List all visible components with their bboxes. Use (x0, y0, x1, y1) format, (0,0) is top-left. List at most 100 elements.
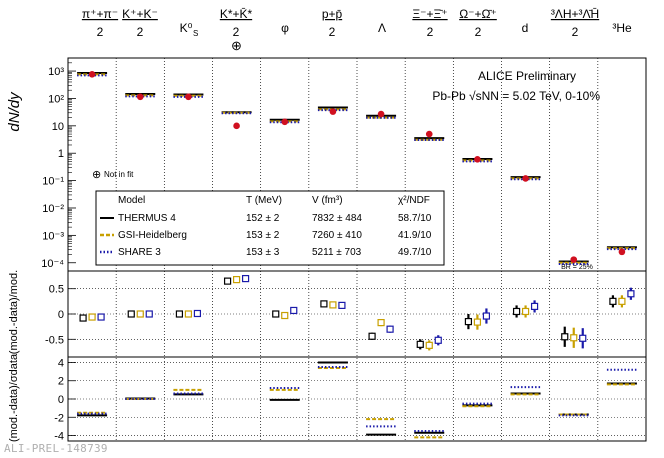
y-tick-label: 10³ (48, 66, 64, 78)
legend-box (95, 190, 445, 266)
svg-text:2: 2 (572, 25, 579, 39)
pull-panel-marks (77, 361, 637, 439)
ratio-marker (377, 319, 385, 327)
svg-text:153 ± 3: 153 ± 3 (246, 247, 280, 258)
ratio-marker (386, 325, 394, 333)
svg-text:2: 2 (329, 25, 336, 39)
system-label: Pb-Pb √sNN = 5.02 TeV, 0-10% (432, 89, 600, 103)
svg-text:³ΛH+³Λ̄H̄: ³ΛH+³Λ̄H̄ (551, 7, 599, 21)
y-tick-label: 1 (58, 148, 64, 160)
y-tick-label: 4 (58, 357, 64, 369)
svg-text:Λ: Λ (378, 21, 386, 35)
y-tick-label: 0 (58, 309, 64, 321)
pull-panel-y-ticks: 4 2 0 -2 -4 (54, 357, 76, 443)
svg-text:THERMUS 4: THERMUS 4 (118, 213, 176, 224)
svg-text:58.7/10: 58.7/10 (398, 213, 432, 224)
particle-label-k0s: K⁰ S (180, 21, 199, 38)
category-dividers (115, 58, 599, 441)
legend-row-thermus: THERMUS 4 152 ± 2 7832 ± 484 58.7/10 (100, 213, 432, 224)
data-point (233, 122, 240, 130)
ratio-marker (416, 340, 424, 348)
svg-text:2: 2 (475, 25, 482, 39)
not-in-fit-text: Not in fit (104, 170, 134, 179)
data-point (377, 110, 385, 118)
cross-icon: ⊕ (92, 169, 101, 181)
ratio-marker (193, 309, 202, 318)
particle-label-lambda: Λ (378, 21, 386, 35)
ratio-marker (579, 334, 587, 342)
ratio-marker (97, 313, 105, 321)
ratio-marker (473, 318, 482, 326)
ratio-marker (434, 336, 442, 344)
top-panel-y-ticks: 10³ 10² 10 1 10⁻¹ 10⁻² 10⁻³ 10⁻⁴ (41, 62, 76, 270)
legend: Model T (MeV) V (fm³) χ²/NDF THERMUS 4 1… (95, 190, 445, 266)
legend-header-t: T (MeV) (246, 195, 282, 206)
y-tick-label: -2 (54, 412, 64, 424)
horizontal-gridlines (68, 288, 646, 436)
ratio-marker (281, 311, 289, 320)
data-point (329, 108, 337, 115)
preliminary-id: ALI-PREL-148739 (4, 442, 108, 455)
legend-row-gsi: GSI-Heidelberg 153 ± 2 7260 ± 410 41.9/1… (100, 230, 432, 241)
y-tick-label: 10⁻² (42, 203, 64, 215)
ratio-marker (512, 307, 521, 316)
y-tick-label: 10² (48, 93, 64, 105)
svg-text:Ξ⁻+Ξ̄⁺: Ξ⁻+Ξ̄⁺ (412, 7, 447, 21)
data-point (185, 93, 192, 101)
top-y-axis-title: dN/dy (6, 91, 23, 132)
y-tick-label: 2 (58, 376, 64, 388)
ratio-marker (530, 302, 539, 311)
y-tick-label: 10⁻¹ (42, 176, 64, 188)
ratio-panel-y-ticks: 0.5 0 -0.5 (45, 284, 76, 346)
ratio-marker (320, 300, 328, 308)
experiment-label: ALICE Preliminary (478, 69, 576, 83)
data-point (88, 71, 96, 78)
ratio-panel-marks (79, 274, 635, 351)
ratio-marker (290, 306, 298, 315)
particle-label-omega: Ω⁻+Ω̄⁺ 2 (459, 7, 497, 39)
top-panel-marks (77, 71, 637, 266)
svg-text:49.7/10: 49.7/10 (398, 247, 432, 258)
particle-label-xi: Ξ⁻+Ξ̄⁺ 2 (412, 7, 447, 39)
ratio-marker (425, 341, 433, 349)
svg-text:S: S (193, 29, 198, 38)
particle-label-he3: ³He (612, 21, 632, 35)
ratio-marker (232, 276, 241, 284)
ratio-marker (223, 277, 232, 285)
ratio-marker (88, 313, 96, 321)
br-note: BR = 25% (561, 264, 593, 271)
y-tick-label: 10 (52, 121, 64, 133)
ratio-marker (464, 317, 473, 326)
ratio-marker (609, 297, 617, 305)
svg-text:7260 ± 410: 7260 ± 410 (312, 230, 362, 241)
svg-text:K⁺+K⁻: K⁺+K⁻ (122, 7, 158, 21)
particle-label-kstar: K*+K̄* 2⊕ (220, 7, 253, 53)
svg-text:π⁺+π⁻: π⁺+π⁻ (82, 7, 118, 21)
svg-text:p+p̄: p+p̄ (322, 7, 343, 21)
svg-text:41.9/10: 41.9/10 (398, 230, 432, 241)
ratio-marker (184, 310, 193, 318)
svg-text:d: d (522, 21, 529, 35)
svg-text:φ: φ (281, 21, 289, 35)
svg-text:152 ± 2: 152 ± 2 (246, 213, 280, 224)
particle-label-hypertriton: ³ΛH+³Λ̄H̄ 2 (551, 7, 599, 39)
svg-text:³He: ³He (612, 21, 632, 35)
svg-text:5211 ± 703: 5211 ± 703 (312, 247, 362, 258)
svg-text:K*+K̄*: K*+K̄* (220, 7, 253, 21)
ratio-marker (175, 310, 184, 318)
ratio-marker (570, 334, 578, 342)
legend-header-chi2: χ²/NDF (398, 195, 430, 206)
data-point (474, 155, 481, 163)
data-point (281, 118, 289, 126)
ratio-marker (79, 314, 87, 322)
particle-label-phi: φ (281, 21, 289, 35)
particle-label-p: p+p̄ 2 (322, 7, 343, 39)
ratio-marker (136, 310, 144, 318)
ratio-marker (127, 310, 135, 318)
svg-text:⊕: ⊕ (231, 38, 242, 53)
svg-text:K⁰: K⁰ (180, 21, 193, 35)
y-tick-label: 10⁻³ (42, 230, 64, 242)
svg-text:2: 2 (97, 25, 104, 39)
legend-header-v: V (fm³) (312, 195, 343, 206)
ratio-marker (627, 290, 635, 298)
